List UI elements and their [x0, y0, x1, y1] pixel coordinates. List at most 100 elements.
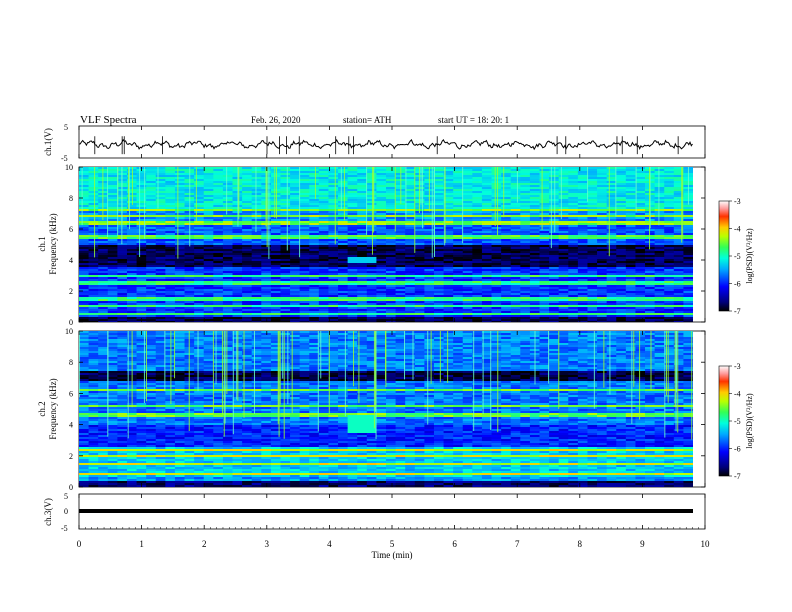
spectrogram-cell	[673, 245, 684, 247]
spectrogram-cell	[501, 269, 512, 271]
spectrogram-cell	[357, 303, 368, 305]
spectrogram-cell	[318, 197, 329, 199]
spectrogram-cell	[290, 199, 301, 201]
spectrogram-cell	[174, 279, 185, 281]
spectrogram-cell	[174, 277, 185, 279]
spectrogram-cell	[481, 245, 492, 247]
spectrogram-cell	[107, 187, 118, 189]
spectrogram-cell	[146, 271, 157, 273]
spectrogram-cell	[88, 297, 99, 299]
spectrogram-cell	[203, 175, 214, 177]
spectrogram-cell	[520, 209, 531, 211]
spectrogram-cell	[491, 247, 502, 249]
spectrogram-cell	[146, 257, 157, 259]
spectrogram-cell	[280, 175, 291, 177]
spectrogram-cell	[472, 213, 483, 215]
spectrogram-cell	[539, 207, 550, 209]
spectrogram-cell	[98, 315, 109, 317]
spectrogram-cell	[539, 255, 550, 257]
spectrogram-cell	[645, 285, 656, 287]
spectrogram-cell	[338, 231, 349, 233]
spectrogram-cell	[299, 311, 310, 313]
spectrogram-cell	[635, 239, 646, 241]
spectrogram-cell	[558, 259, 569, 261]
spectrogram-cell	[251, 241, 262, 243]
spectrogram-cell	[213, 211, 224, 213]
spectrogram-cell	[126, 309, 137, 311]
spectrogram-cell	[376, 217, 387, 219]
spectrogram-cell	[213, 207, 224, 209]
spectrogram-cell	[155, 259, 166, 261]
spectrogram-cell	[673, 197, 684, 199]
spectrogram-cell	[549, 197, 560, 199]
spectrogram-cell	[79, 225, 89, 227]
spectrogram-cell	[472, 243, 483, 245]
spectrogram-cell	[213, 179, 224, 181]
spectrogram-cell	[510, 169, 521, 171]
spectrogram-cell	[309, 301, 320, 303]
spectrogram-cell	[146, 251, 157, 253]
spectrogram-cell	[376, 261, 387, 263]
spectrogram-cell	[222, 273, 233, 275]
spectrogram-cell	[386, 223, 396, 225]
spectrogram-cell	[222, 229, 233, 231]
spectrogram-cell	[328, 297, 339, 299]
spectrogram-cell	[194, 241, 205, 243]
spectrogram-cell	[558, 203, 569, 205]
spectrogram-cell	[309, 275, 320, 277]
spectrogram-cell	[261, 283, 272, 285]
spectrogram-cell	[568, 229, 579, 231]
spectrogram-cell	[539, 239, 550, 241]
spectrogram-cell	[606, 277, 617, 279]
spectrogram-cell	[520, 251, 531, 253]
spectrogram-cell	[213, 281, 224, 283]
spectrogram-cell	[443, 175, 454, 177]
spectrogram-cell	[165, 287, 176, 289]
spectrogram-cell	[520, 291, 531, 293]
spectrogram-cell	[299, 195, 310, 197]
spectrogram-cell	[462, 191, 473, 193]
spectrogram-cell	[338, 207, 349, 209]
spectrogram-cell	[414, 309, 425, 311]
spectrogram-cell	[510, 259, 521, 261]
spectrogram-cell	[251, 207, 262, 209]
spectrogram-cell	[673, 301, 684, 303]
spectrogram-cell	[328, 173, 339, 175]
spectrogram-cell	[597, 215, 608, 217]
spectrogram-cell	[395, 223, 406, 225]
spectrogram-cell	[587, 297, 598, 299]
spectrogram-cell	[347, 177, 358, 179]
spectrogram-cell	[155, 207, 166, 209]
spectrogram-cell	[318, 271, 329, 273]
spectrogram-cell	[366, 257, 377, 259]
spectrogram-cell	[242, 207, 253, 209]
spectrogram-cell	[386, 293, 396, 295]
spectrogram-cell	[673, 313, 684, 315]
spectrogram-cell	[443, 255, 454, 257]
spectrogram-cell	[251, 255, 262, 257]
spectrogram-cell	[481, 215, 492, 217]
spectrogram-cell	[529, 305, 540, 307]
spectrogram-cell	[136, 267, 147, 269]
spectrogram-cell	[203, 225, 214, 227]
spectrogram-cell	[251, 305, 262, 307]
spectrogram-cell	[529, 237, 540, 239]
spectrogram-cell	[347, 275, 358, 277]
spectrogram-cell	[251, 287, 262, 289]
spectrogram-cell	[501, 297, 512, 299]
spectrogram-cell	[146, 317, 157, 319]
spectrogram-cell	[587, 173, 598, 175]
spectrogram-cell	[203, 223, 214, 225]
spectrogram-cell	[577, 241, 588, 243]
spectrogram-cell	[481, 223, 492, 225]
spectrogram-cell	[270, 307, 281, 309]
spectrogram-cell	[625, 291, 636, 293]
spectrogram-cell	[213, 185, 224, 187]
spectrogram-cell	[481, 201, 492, 203]
spectrogram-cell	[347, 283, 358, 285]
spectrogram-cell	[232, 231, 243, 233]
spectrogram-cell	[270, 199, 281, 201]
spectrogram-cell	[386, 299, 396, 301]
spectrogram-cell	[520, 261, 531, 263]
spectrogram-cell	[491, 283, 502, 285]
